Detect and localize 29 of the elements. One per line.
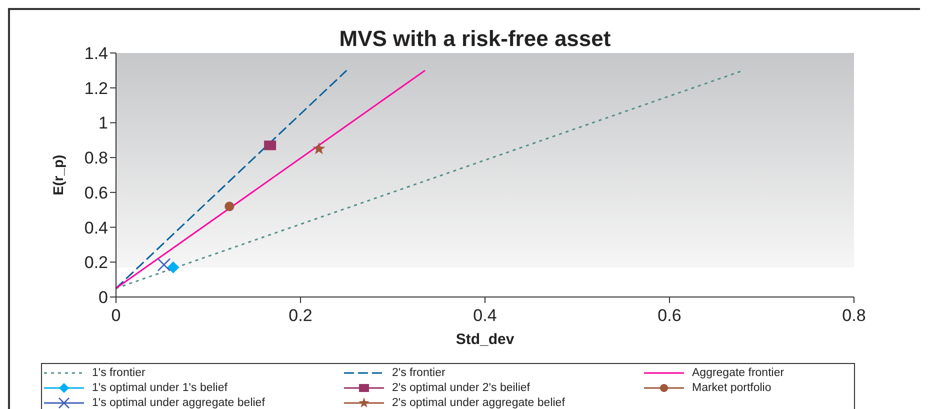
legend-label: 2's optimal under 2's beilief <box>392 382 530 394</box>
point <box>264 140 276 150</box>
point <box>167 261 180 274</box>
y-tick-label: 1 <box>98 114 108 133</box>
point <box>224 202 234 212</box>
x-tick-label: 0 <box>111 306 121 326</box>
y-tick-label: 0.6 <box>84 183 108 202</box>
y-tick-label: 0.8 <box>84 148 108 168</box>
x-tick-label: 0.6 <box>658 306 682 326</box>
legend-label: 1's optimal under 1's belief <box>92 382 228 394</box>
x-tick-label: 0.4 <box>473 306 497 326</box>
legend-label: 1's optimal under aggregate belief <box>92 396 265 408</box>
point <box>157 258 171 272</box>
legend-label: 1's frontier <box>92 366 146 378</box>
y-tick-label: 0 <box>98 288 108 308</box>
x-tick-label: 0.8 <box>842 306 866 326</box>
legend-label: 2's frontier <box>392 366 446 378</box>
x-axis-title: Std_dev <box>456 331 515 348</box>
legend-label: Aggregate frontier <box>692 366 784 378</box>
y-tick-label: 1.4 <box>84 44 108 64</box>
y-axis-title: E(r_p) <box>50 154 66 196</box>
point <box>312 142 326 154</box>
y-tick-label: 0.2 <box>84 253 108 272</box>
chart-title: MVS with a risk-free asset <box>339 26 611 51</box>
legend-label: 2's optimal under aggregate belief <box>392 396 565 408</box>
y-tick-label: 0.4 <box>84 218 108 238</box>
x-tick-label: 0.2 <box>288 306 312 326</box>
legend-label: Market portfolio <box>692 382 772 394</box>
y-tick-label: 1.2 <box>84 78 108 98</box>
